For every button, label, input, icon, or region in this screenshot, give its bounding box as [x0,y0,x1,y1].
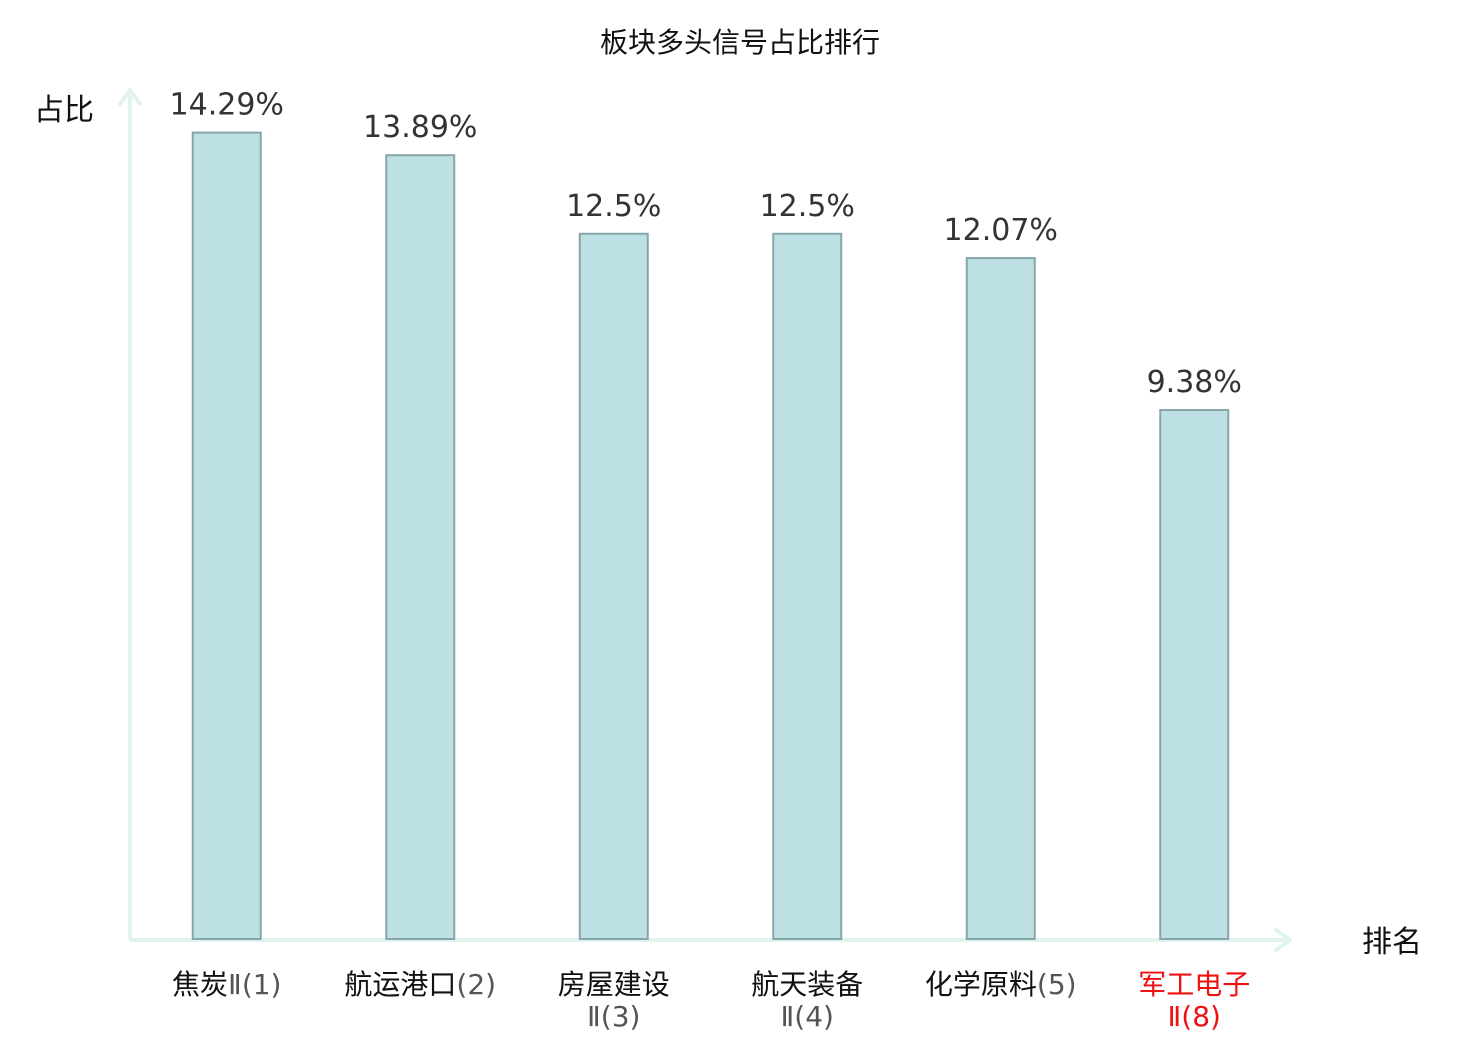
bar-value-label: 12.5% [566,189,661,224]
category-label: 焦炭Ⅱ(1) [172,968,281,1001]
category-rank: Ⅱ(1) [228,968,281,1001]
bar [965,257,1036,941]
category-label: 航天装备 Ⅱ(4) [751,968,863,1033]
category-name: 航天装备 [751,968,863,1001]
axes [118,88,1292,952]
bar [772,232,843,940]
category-rank: Ⅱ(3) [587,1000,640,1033]
category-rank: Ⅱ(8) [1168,1000,1221,1033]
y-axis-label: 占比 [34,93,94,128]
category-name: 房屋建设 [558,968,670,1001]
bar [578,232,649,940]
category-label: 航运港口(2) [344,968,496,1001]
bar [385,154,456,940]
category-rank: Ⅱ(4) [781,1000,834,1033]
category-label: 军工电子 Ⅱ(8) [1138,968,1250,1033]
y-axis-arrow [118,88,142,106]
bar [191,131,262,941]
category-name: 航运港口 [344,968,456,1001]
chart-title: 板块多头信号占比排行 [600,26,880,59]
bar-value-label: 12.5% [760,189,855,224]
x-axis-label: 排名 [1362,925,1422,960]
bar-value-label: 13.89% [363,110,477,145]
category-labels-group: 焦炭Ⅱ(1) 航运港口(2) 房屋建设 Ⅱ(3) 航天装备 Ⅱ(4) 化学原料(5) 军工电子… [172,968,1250,1033]
category-name: 焦炭 [172,968,228,1001]
bars-group [191,131,1230,941]
value-labels-group: 14.29% 13.89% 12.5% 12.5% 12.07% 9.38% [170,88,1242,400]
x-axis-arrow [1274,928,1292,952]
bar-value-label: 9.38% [1147,365,1242,400]
category-label: 房屋建设 Ⅱ(3) [558,968,670,1033]
category-name: 化学原料 [925,968,1037,1001]
category-name: 军工电子 [1138,968,1250,1001]
bar-value-label: 12.07% [944,213,1058,248]
bar [1159,409,1230,940]
category-rank: (5) [1037,968,1077,1001]
bar-value-label: 14.29% [170,88,284,123]
category-rank: (2) [456,968,496,1001]
category-label: 化学原料(5) [925,968,1077,1001]
